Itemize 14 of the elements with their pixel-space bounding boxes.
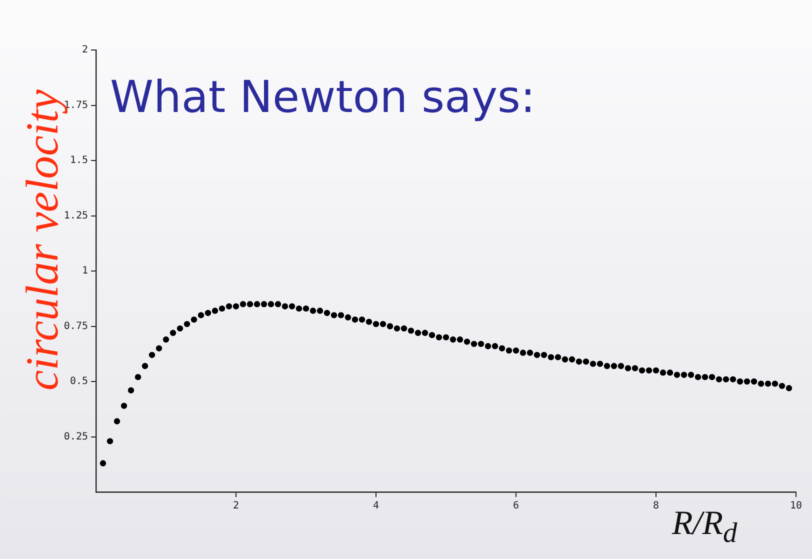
y-tick-label: 1 — [82, 266, 88, 277]
text: What Newton says: — [110, 72, 536, 123]
y-tick-label: 1.25 — [64, 210, 88, 222]
y-tick-label: 0.5 — [70, 376, 88, 388]
x-tick-label: 2 — [232, 500, 240, 512]
x-tick-label: 10 — [790, 500, 802, 512]
y-tick-label: 0.75 — [64, 320, 88, 332]
y-tick-label: 0.25 — [64, 431, 88, 442]
x-tick-label: 8 — [652, 500, 660, 512]
y-tick-label: 2 — [82, 44, 88, 56]
x-tick-label: 4 — [372, 500, 380, 512]
x-axis-title: R/R$_{d}$ — [672, 505, 738, 550]
x-tick-label: 6 — [512, 500, 520, 512]
y-tick-label: 1.5 — [70, 155, 88, 166]
